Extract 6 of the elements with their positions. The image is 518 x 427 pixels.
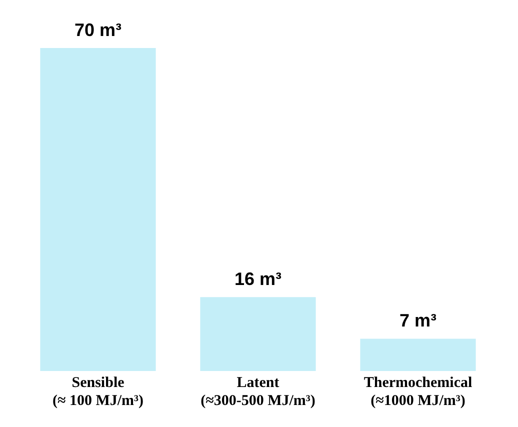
data-label: 70 m³ [74,20,122,40]
data-label: 16 m³ [234,269,282,290]
x-tick-label: Latent (≈300-500 MJ/m³) [200,374,316,409]
x-tick-label: Sensible (≈ 100 MJ/m³) [52,374,144,409]
data-label: 7 m³ [399,310,437,331]
x-tick-label: Thermochemical (≈1000 MJ/m³) [364,374,472,409]
